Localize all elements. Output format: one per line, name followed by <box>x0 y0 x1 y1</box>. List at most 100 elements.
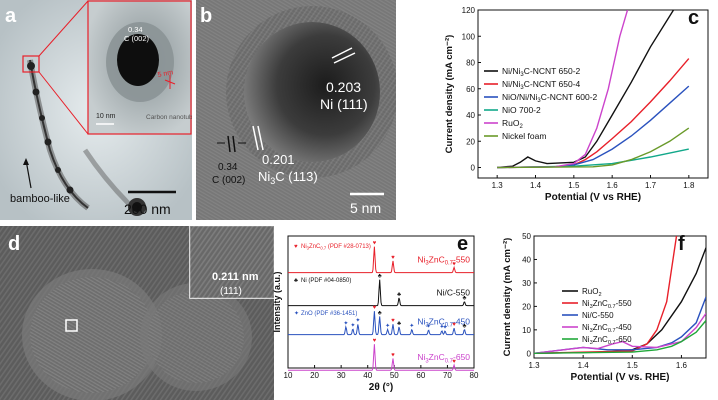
xrd-pattern <box>288 246 474 274</box>
panel-letter-c: c <box>688 7 699 29</box>
xrd-pattern <box>288 279 474 307</box>
series-group <box>497 10 690 169</box>
c-plane-label: C (002) <box>212 175 245 186</box>
y-axis-label: Intensity (a.u.) <box>272 271 282 332</box>
x-tick-label: 1.3 <box>492 181 504 190</box>
bamboo-label: bamboo-like <box>10 193 70 205</box>
scale-label-b: 5 nm <box>350 200 381 216</box>
series-line <box>534 320 706 354</box>
peak-marker: ♣ <box>378 310 382 316</box>
c-spacing-label: 0.34 <box>218 162 238 173</box>
x-axis-label: 2θ (°) <box>369 382 393 393</box>
legend-label: Ni3ZnC0.7-650 <box>582 335 632 346</box>
inset-d: 0.211 nm (111) <box>189 226 274 299</box>
peak-marker: ✦ <box>350 322 355 329</box>
chart-c: c 1.3 1.4 1.5 1.6 1.7 1.8 0 20 40 60 80 100 120 Poten… <box>444 6 709 203</box>
inset-d-spacing: 0.211 nm <box>212 271 259 283</box>
nanotube-chain <box>27 59 132 211</box>
chart-e: e 10 20 30 40 50 60 70 80 2θ (°) Intensity (a.u.)… <box>272 233 479 393</box>
y-tick-label: 100 <box>462 32 476 41</box>
series-line <box>534 236 678 354</box>
x-tick-label: 1.4 <box>530 181 542 190</box>
peak-marker: ♣ <box>397 292 401 298</box>
series-line <box>497 127 690 169</box>
series-group <box>534 236 706 354</box>
x-tick-label: 40 <box>363 371 372 380</box>
legend-label: Ni3ZnC0.7-450 <box>582 323 632 334</box>
y-tick-label: 0 <box>527 349 532 358</box>
pattern-label: Ni3ZnC0.7-650 <box>417 352 470 364</box>
legend-label: RuO2 <box>502 118 523 130</box>
peak-marker: ✦ <box>385 322 390 329</box>
x-tick-label: 1.8 <box>683 181 695 190</box>
peak-marker: ♣ <box>397 321 401 327</box>
panel-letter-e: e <box>457 233 468 255</box>
peak-marker: ✦ <box>355 317 360 324</box>
series-line <box>534 313 706 354</box>
x-tick-label: 1.3 <box>528 361 540 370</box>
legend-label: NiO/Ni/Ni3C-NCNT 600-2 <box>502 92 598 104</box>
panel-letter-d: d <box>8 233 20 255</box>
panel-letter-f: f <box>678 233 685 255</box>
chart-f: f 1.3 1.4 1.5 1.6 0 10 20 30 40 50 Potential (V vs… <box>502 232 707 383</box>
inset-d-plane: (111) <box>220 286 242 297</box>
peak-marker: ♥ <box>452 261 456 267</box>
panel-a: 0.34 C (002) 5 nm 10 nm Carbon nanotube … <box>0 0 192 220</box>
inset-a: 0.34 C (002) 5 nm 10 nm Carbon nanotube <box>87 0 192 135</box>
legend-label: Ni3ZnC0.7-550 <box>582 299 632 310</box>
x-tick-label: 1.5 <box>568 181 580 190</box>
selection-box-d <box>65 319 78 332</box>
ni-spacing-label: 0.203 <box>326 79 361 95</box>
y-tick-label: 40 <box>466 111 475 120</box>
legend-label: Nickel foam <box>502 131 546 141</box>
series-line <box>497 10 629 169</box>
inset-scale-label: 10 nm <box>96 113 116 120</box>
ref-label: ZnO (PDF #36-1451) <box>301 311 357 317</box>
pattern-label: Ni3ZnC0.7-450 <box>417 317 470 329</box>
peak-marker: ✦ <box>439 324 444 331</box>
ref-label: Ni (PDF #04-0850) <box>301 278 351 284</box>
x-tick-label: 10 <box>284 371 293 380</box>
ref-glyph: ♣ <box>294 278 298 284</box>
x-tick-label: 1.4 <box>578 361 590 370</box>
ni-plane-label: Ni (111) <box>320 96 368 112</box>
inset-size-label: 5 nm <box>157 69 174 79</box>
peak-marker: ♥ <box>452 359 456 365</box>
pattern-label: Ni/C-550 <box>436 288 470 298</box>
y-tick-label: 30 <box>522 279 531 288</box>
legend-label: Ni/Ni3C-NCNT 650-2 <box>502 66 581 78</box>
y-tick-label: 60 <box>466 85 475 94</box>
pattern-label: Ni3ZnC0.7-550 <box>417 255 470 267</box>
y-tick-label: 120 <box>462 6 476 15</box>
peak-marker: ♥ <box>373 305 377 311</box>
ref-label: Ni3ZnC0.7 (PDF #28-0713) <box>301 244 371 251</box>
y-axis-label: Current density (mA cm⁻²) <box>502 238 513 357</box>
panel-b: b 0.203 Ni (111) 0.34 C (002) 0.201 Ni3C… <box>196 0 396 220</box>
peak-marker: ✦ <box>409 322 414 329</box>
inset-spacing-label: 0.34 <box>128 25 143 34</box>
legend-label: RuO2 <box>582 287 602 298</box>
y-tick-label: 0 <box>471 164 476 173</box>
inset-plane-label: C (002) <box>124 34 150 43</box>
x-tick-label: 60 <box>416 371 425 380</box>
x-tick-label: 20 <box>310 371 319 380</box>
plot-frame <box>477 9 709 179</box>
peak-marker: ♥ <box>452 322 456 328</box>
legend-label: NiO 700-2 <box>502 105 541 115</box>
y-tick-label: 40 <box>522 255 531 264</box>
y-tick-label: 20 <box>466 137 475 146</box>
legend-label: Ni/Ni3C-NCNT 650-4 <box>502 79 581 91</box>
peak-marker: ♥ <box>391 353 395 359</box>
y-tick-label: 50 <box>522 232 531 241</box>
peak-marker: ♥ <box>373 241 377 247</box>
x-tick-label: 1.7 <box>645 181 657 190</box>
x-axis-label: Potential (V vs RHE) <box>545 192 641 203</box>
peak-marker: ♣ <box>462 323 466 329</box>
legend-label: Ni/C-550 <box>582 311 614 320</box>
series-line <box>497 10 675 169</box>
y-axis-label: Current density (mA cm⁻²) <box>444 35 455 154</box>
xrd-pattern <box>288 344 474 371</box>
peak-marker: ♥ <box>391 318 395 324</box>
plot-frame <box>287 235 475 369</box>
